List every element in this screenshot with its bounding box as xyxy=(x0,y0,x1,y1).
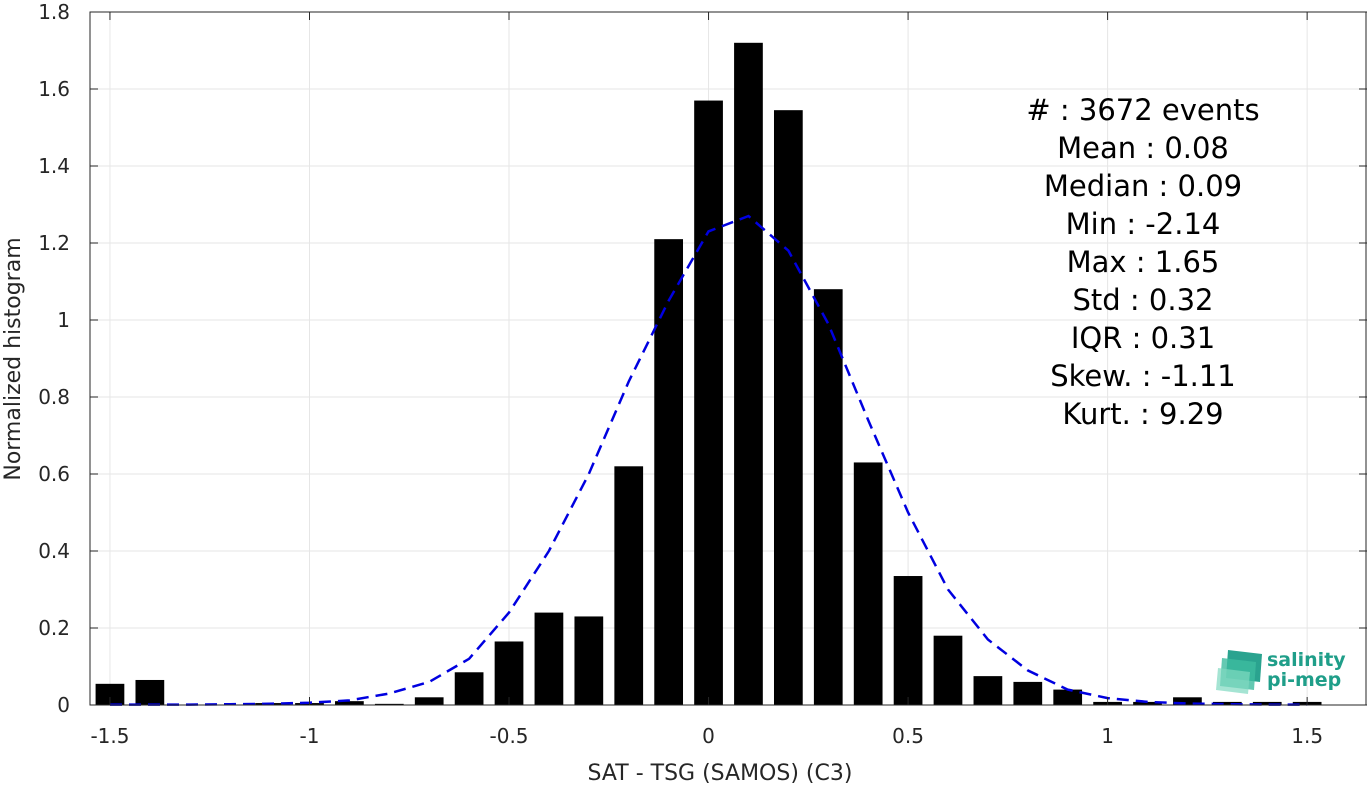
y-tick-label: 0.4 xyxy=(38,539,70,563)
y-tick-label: 1.2 xyxy=(38,231,70,255)
histogram-bar xyxy=(1133,701,1162,705)
x-tick-label: 1 xyxy=(1101,724,1114,748)
plot-frame xyxy=(89,11,1367,706)
histogram-bar xyxy=(654,239,684,705)
histogram-bar xyxy=(813,289,843,705)
y-tick-label: 0.6 xyxy=(38,462,70,486)
x-tick-label: -0.5 xyxy=(490,724,529,748)
stat-line: Mean : 0.08 xyxy=(1057,131,1229,165)
y-tick-label: 0.8 xyxy=(38,385,70,409)
histogram-bar xyxy=(1173,697,1202,705)
x-tick-label: 1.5 xyxy=(1291,724,1323,748)
histogram-bars xyxy=(95,42,1322,706)
histogram-bar xyxy=(1013,681,1043,705)
histogram-bar xyxy=(454,672,484,705)
histogram-bar xyxy=(374,703,404,705)
histogram-bar xyxy=(893,576,923,705)
histogram-bar xyxy=(734,42,763,706)
y-tick-label: 1 xyxy=(57,308,70,332)
x-tick-label: -1.5 xyxy=(90,724,129,748)
logo-mark-icon xyxy=(1216,650,1262,694)
x-tick-label: 0 xyxy=(702,724,715,748)
histogram-bar xyxy=(335,701,364,705)
histogram-bar xyxy=(1053,689,1083,705)
histogram-bar xyxy=(534,612,564,705)
histogram-bar xyxy=(933,635,963,705)
stat-line: Min : -2.14 xyxy=(1066,207,1221,241)
histogram-bar xyxy=(135,679,165,705)
statistics-annotation: # : 3672 events Mean : 0.08 Median : 0.09 M… xyxy=(1026,93,1259,431)
stat-line: Std : 0.32 xyxy=(1073,283,1214,317)
stat-line: Skew. : -1.11 xyxy=(1050,359,1236,393)
y-tick-label: 1.8 xyxy=(38,0,70,24)
histogram-bar xyxy=(1252,701,1282,705)
salinity-pi-mep-logo: salinity pi-mep xyxy=(1216,649,1346,694)
histogram-bar xyxy=(494,641,524,705)
x-axis-label: SAT - TSG (SAMOS) (C3) xyxy=(588,761,853,785)
y-axis-label: Normalized histogram xyxy=(1,237,26,480)
stat-line: IQR : 0.31 xyxy=(1071,321,1215,355)
y-tick-label: 1.6 xyxy=(38,77,70,101)
y-tick-label: 0.2 xyxy=(38,616,70,640)
y-tick-label: 0 xyxy=(57,693,70,717)
histogram-bar xyxy=(614,466,644,705)
histogram-bar xyxy=(414,697,444,705)
stat-line: # : 3672 events xyxy=(1026,93,1259,127)
stat-line: Median : 0.09 xyxy=(1044,169,1242,203)
histogram-bar xyxy=(853,462,883,705)
y-axis-ticks: 0 0.2 0.4 0.6 0.8 1 1.2 1.4 1.6 1.8 xyxy=(38,0,1367,717)
histogram-bar xyxy=(574,616,604,705)
histogram-bar xyxy=(1212,701,1242,705)
logo-line2: pi-mep xyxy=(1267,669,1341,691)
x-tick-label: 0.5 xyxy=(892,724,924,748)
stat-line: Max : 1.65 xyxy=(1067,245,1220,279)
histogram-bar xyxy=(694,100,723,706)
x-tick-label: -1 xyxy=(300,724,320,748)
logo-line1: salinity xyxy=(1267,649,1346,671)
x-axis-ticks: -1.5 -1 -0.5 0 0.5 1 1.5 xyxy=(90,12,1323,748)
histogram-bar xyxy=(773,110,803,706)
histogram-bar xyxy=(973,676,1003,705)
y-tick-label: 1.4 xyxy=(38,154,70,178)
histogram-bar xyxy=(95,683,125,705)
stat-line: Kurt. : 9.29 xyxy=(1062,397,1223,431)
